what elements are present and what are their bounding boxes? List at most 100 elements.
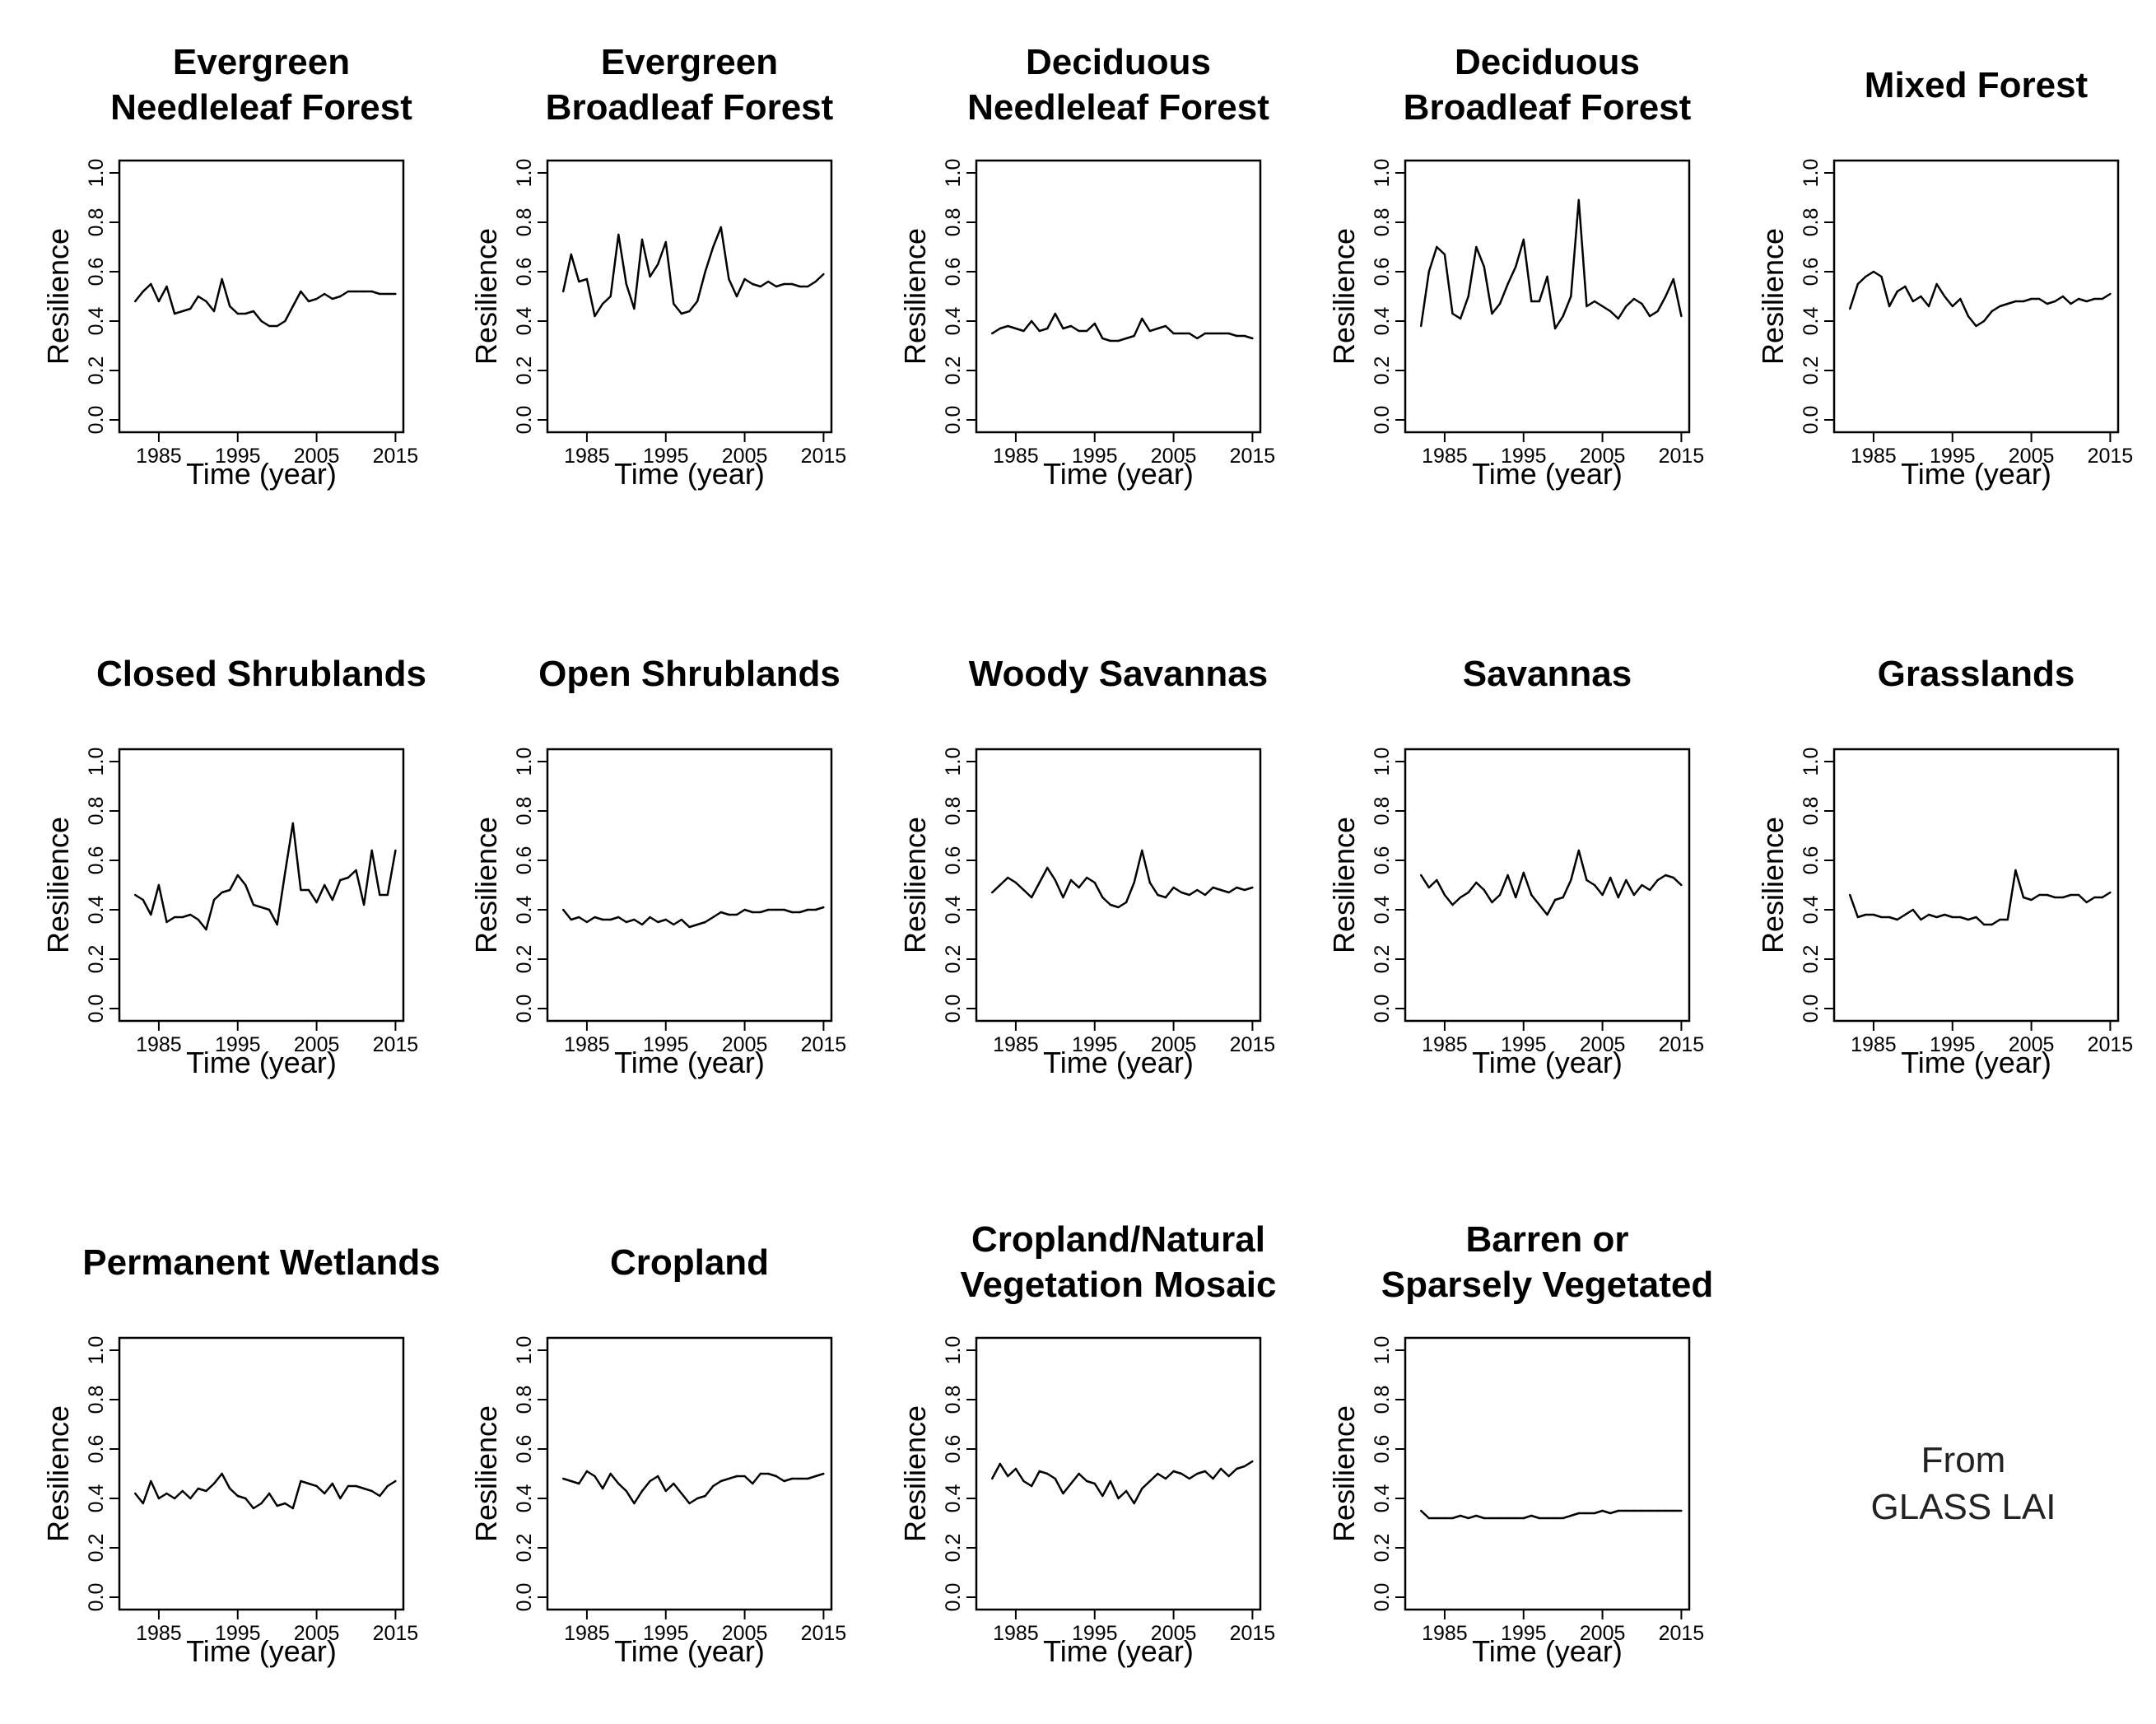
data-point bbox=[2030, 898, 2033, 902]
y-tick-label: 0.2 bbox=[942, 356, 965, 385]
data-point bbox=[1078, 1472, 1080, 1475]
y-tick-label: 0.2 bbox=[1371, 945, 1394, 974]
data-point bbox=[1236, 334, 1238, 338]
data-point bbox=[1069, 324, 1073, 328]
x-tick-label: 2015 bbox=[2088, 1033, 2134, 1056]
x-tick-label: 1995 bbox=[643, 1622, 689, 1645]
data-point bbox=[1991, 310, 1993, 313]
data-point bbox=[1054, 1477, 1057, 1480]
x-tick-label: 2015 bbox=[1230, 1033, 1276, 1056]
chart-panel: Deciduous Needleleaf Forest 0.0 0.2 0.4 0.6 0.… bbox=[898, 42, 1275, 491]
data-point bbox=[1586, 1512, 1588, 1515]
data-point bbox=[1148, 1479, 1152, 1483]
data-point bbox=[284, 319, 286, 323]
data-point bbox=[1888, 916, 1891, 919]
data-point bbox=[1553, 898, 1557, 902]
data-point bbox=[1656, 1509, 1659, 1512]
data-point bbox=[134, 300, 137, 303]
data-point bbox=[1054, 312, 1057, 315]
data-point bbox=[1117, 1497, 1120, 1500]
series-line bbox=[1420, 1509, 1682, 1520]
y-tick-label: 0.2 bbox=[85, 1534, 108, 1563]
series-line bbox=[1849, 869, 2112, 926]
y-tick-label: 0.4 bbox=[942, 896, 965, 925]
chart-panel: Savannas 0.0 0.2 0.4 0.6 0.8 1.0 1985 1995 2005 20… bbox=[1327, 654, 1704, 1079]
data-point bbox=[1196, 1472, 1199, 1475]
data-point bbox=[1427, 270, 1431, 273]
data-point bbox=[1196, 337, 1199, 340]
data-point bbox=[1219, 888, 1222, 892]
data-point bbox=[822, 1472, 825, 1475]
data-point bbox=[2085, 300, 2088, 303]
data-point bbox=[1483, 1517, 1486, 1520]
data-point bbox=[197, 295, 199, 298]
x-tick-label: 2005 bbox=[2009, 445, 2055, 468]
data-point bbox=[189, 913, 192, 916]
x-axis-label: Time (year) bbox=[614, 457, 765, 491]
data-point bbox=[657, 1475, 659, 1478]
data-point bbox=[1443, 253, 1446, 256]
chart-title: Grasslands bbox=[1878, 654, 2075, 694]
data-point bbox=[276, 324, 278, 328]
data-point bbox=[759, 1472, 761, 1475]
data-point bbox=[688, 1502, 691, 1505]
x-tick-label: 1995 bbox=[215, 1622, 261, 1645]
data-point bbox=[173, 1497, 176, 1500]
y-tick-label: 0.6 bbox=[513, 846, 536, 875]
chart-panel: Open Shrublands 0.0 0.2 0.4 0.6 0.8 1.0 1985 199… bbox=[469, 654, 846, 1079]
data-point bbox=[1506, 1517, 1509, 1520]
y-tick-label: 1.0 bbox=[1371, 1336, 1394, 1365]
x-tick-label: 2005 bbox=[1151, 1622, 1197, 1645]
chart-title-line: Broadleaf Forest bbox=[546, 87, 834, 128]
data-point bbox=[1570, 878, 1572, 882]
data-point bbox=[657, 920, 659, 924]
chart-title: Mixed Forest bbox=[1865, 65, 2088, 105]
data-point bbox=[252, 903, 255, 906]
x-axis-label: Time (year) bbox=[1901, 1046, 2051, 1079]
data-point bbox=[585, 920, 589, 924]
data-point bbox=[1570, 1514, 1572, 1517]
x-tick-label: 1995 bbox=[1930, 1033, 1976, 1056]
x-tick-label: 2015 bbox=[373, 1033, 419, 1056]
y-tick-label: 0.4 bbox=[85, 1484, 108, 1513]
data-point bbox=[719, 911, 722, 914]
y-tick-label: 0.8 bbox=[85, 1386, 108, 1414]
series-line bbox=[562, 906, 824, 929]
data-point bbox=[1880, 916, 1883, 919]
series-line bbox=[991, 849, 1253, 909]
y-tick-label: 0.4 bbox=[942, 1484, 965, 1513]
data-point bbox=[1038, 329, 1041, 333]
data-point bbox=[1443, 893, 1446, 897]
data-point bbox=[1577, 1512, 1581, 1515]
data-point bbox=[1172, 332, 1175, 335]
y-tick-label: 0.0 bbox=[1371, 406, 1394, 435]
data-point bbox=[362, 1487, 366, 1490]
data-point bbox=[221, 891, 223, 894]
x-tick-label: 1985 bbox=[136, 1622, 182, 1645]
data-point bbox=[1530, 1514, 1533, 1517]
chart-panel: Mixed Forest 0.0 0.2 0.4 0.6 0.8 1.0 1985 1995 20… bbox=[1756, 65, 2133, 491]
data-point bbox=[315, 1484, 318, 1488]
data-point bbox=[1133, 881, 1135, 884]
data-point bbox=[252, 310, 255, 313]
y-tick-label: 1.0 bbox=[1800, 748, 1823, 776]
data-point bbox=[617, 916, 620, 919]
x-tick-label: 1985 bbox=[136, 445, 182, 468]
data-point bbox=[1562, 896, 1564, 899]
data-point bbox=[578, 280, 580, 283]
data-point bbox=[1093, 881, 1097, 884]
data-point bbox=[1967, 918, 1970, 921]
data-point bbox=[1180, 1472, 1183, 1475]
data-point bbox=[300, 1479, 302, 1483]
data-point bbox=[1904, 913, 1907, 916]
data-point bbox=[1641, 883, 1643, 887]
data-point bbox=[386, 1484, 389, 1488]
data-point bbox=[1546, 275, 1548, 278]
data-point bbox=[767, 280, 770, 283]
y-tick-label: 0.6 bbox=[1800, 258, 1823, 287]
data-point bbox=[759, 911, 761, 914]
y-tick-label: 0.8 bbox=[942, 797, 965, 826]
chart-title-line: Barren or bbox=[1465, 1219, 1628, 1260]
data-point bbox=[617, 1482, 620, 1485]
data-point bbox=[1927, 305, 1930, 308]
